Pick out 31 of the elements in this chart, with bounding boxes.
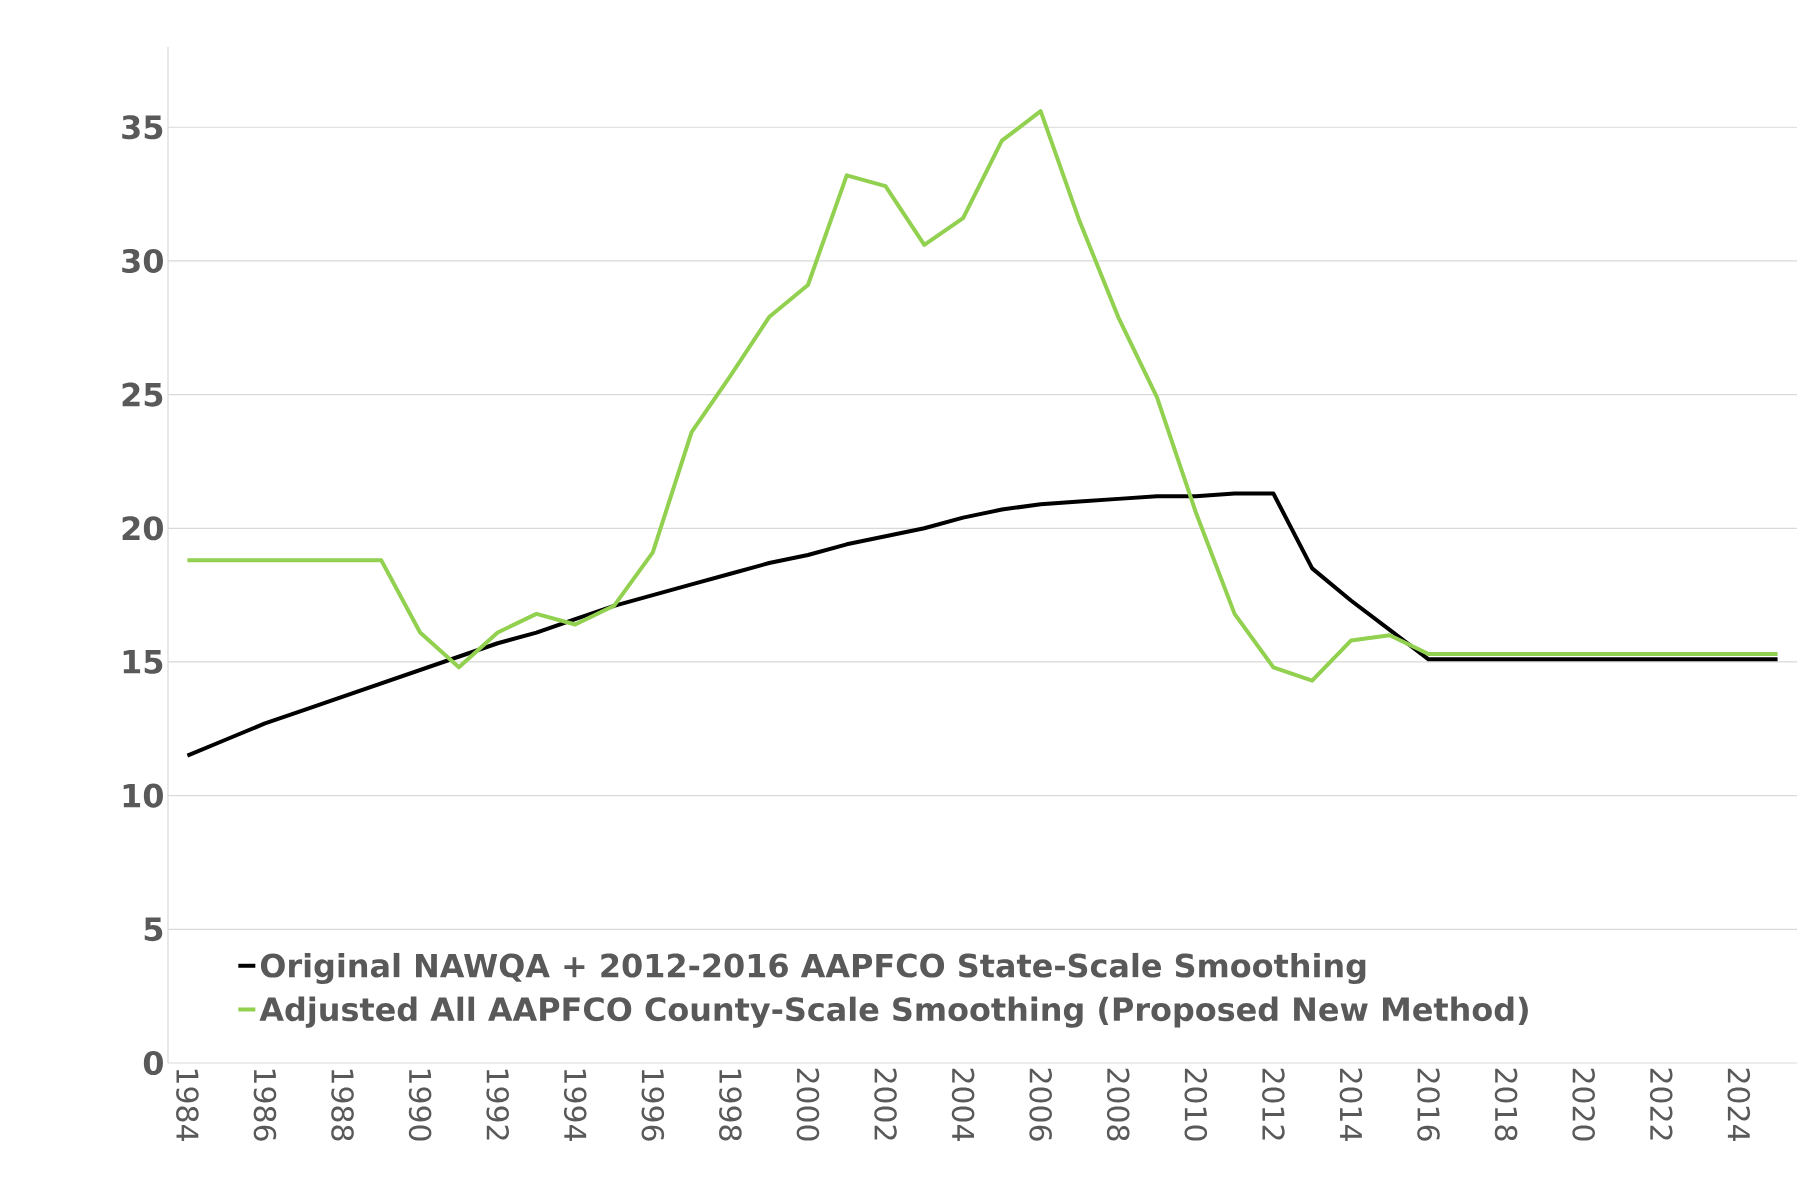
y-tick-label: 30 (122, 248, 163, 273)
x-tick-label: 1998 (719, 1069, 742, 1141)
y-tick-label: 35 (122, 115, 163, 140)
x-tick-label: 1992 (486, 1069, 509, 1140)
y-tick-label: 15 (123, 650, 163, 674)
x-tick-label: 1996 (641, 1069, 665, 1141)
x-tick-label: 1986 (253, 1069, 277, 1141)
x-tick-label: 2008 (1106, 1068, 1130, 1141)
x-tick-label: 2016 (1417, 1068, 1440, 1141)
x-tick-label: 2024 (1727, 1068, 1751, 1141)
x-tick-label: 2018 (1494, 1068, 1518, 1141)
x-tick-label: 2014 (1339, 1068, 1363, 1141)
y-tick-label: 0 (143, 1050, 163, 1076)
y-tick-label: 20 (122, 516, 163, 541)
y-tick-label: 25 (122, 382, 163, 407)
x-tick-label: 2022 (1649, 1068, 1673, 1140)
x-tick-label: 1990 (408, 1069, 432, 1141)
y-tick-label: 10 (123, 783, 163, 808)
y-tick-label: 5 (144, 917, 163, 942)
x-tick-label: 2004 (951, 1068, 975, 1141)
legend-label: Original NAWQA + 2012-2016 AAPFCO State-Scale Smoothing (260, 952, 1366, 985)
x-tick-label: 1994 (563, 1069, 587, 1141)
x-tick-label: 2010 (1184, 1068, 1208, 1141)
x-tick-label: 2020 (1572, 1068, 1595, 1141)
x-tick-label: 2012 (1262, 1068, 1285, 1140)
x-tick-label: 1988 (331, 1069, 354, 1141)
legend-label: Adjusted All AAPFCO County-Scale Smoothing (Proposed New Method) (259, 996, 1528, 1028)
x-tick-label: 1984 (176, 1069, 199, 1141)
x-tick-label: 2002 (874, 1068, 897, 1140)
x-tick-label: 2006 (1029, 1068, 1052, 1141)
x-tick-label: 2000 (796, 1068, 820, 1141)
